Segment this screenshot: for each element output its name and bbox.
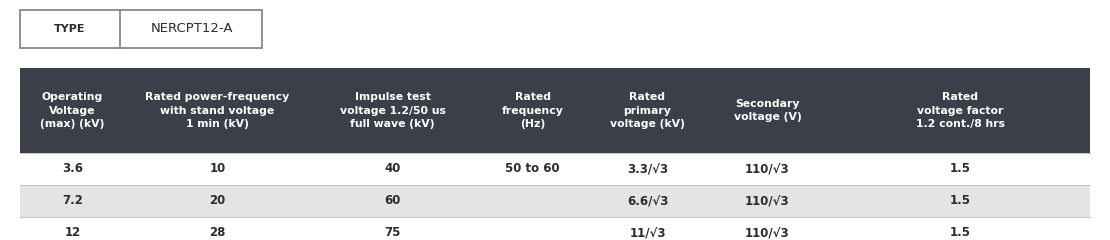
- Text: 11/√3: 11/√3: [629, 227, 666, 240]
- Text: Rated
voltage factor
1.2 cont./8 hrs: Rated voltage factor 1.2 cont./8 hrs: [916, 92, 1005, 129]
- Text: Rated power-frequency
with stand voltage
1 min (kV): Rated power-frequency with stand voltage…: [145, 92, 290, 129]
- Text: Secondary
voltage (V): Secondary voltage (V): [734, 99, 801, 122]
- Text: 1.5: 1.5: [949, 227, 970, 240]
- Text: 3.6: 3.6: [62, 162, 83, 175]
- Text: 3.3/√3: 3.3/√3: [627, 162, 668, 175]
- Text: 75: 75: [384, 227, 401, 240]
- Text: 110/√3: 110/√3: [745, 227, 790, 240]
- Text: 1.5: 1.5: [949, 194, 970, 208]
- Bar: [20, 68, 1090, 153]
- Text: 10: 10: [210, 162, 225, 175]
- Text: 60: 60: [384, 194, 401, 208]
- Text: 1.5: 1.5: [949, 162, 970, 175]
- Text: 6.6/√3: 6.6/√3: [627, 194, 668, 208]
- Text: 110/√3: 110/√3: [745, 162, 790, 175]
- Text: TYPE: TYPE: [54, 24, 85, 34]
- Text: 40: 40: [384, 162, 401, 175]
- Bar: [20, 153, 1090, 185]
- Bar: [20, 10, 262, 48]
- Text: 110/√3: 110/√3: [745, 194, 790, 208]
- Text: 20: 20: [210, 194, 225, 208]
- Text: Rated
frequency
(Hz): Rated frequency (Hz): [502, 92, 564, 129]
- Text: Impulse test
voltage 1.2/50 us
full wave (kV): Impulse test voltage 1.2/50 us full wave…: [340, 92, 445, 129]
- Text: 7.2: 7.2: [62, 194, 83, 208]
- Text: Rated
primary
voltage (kV): Rated primary voltage (kV): [610, 92, 685, 129]
- Text: Operating
Voltage
(max) (kV): Operating Voltage (max) (kV): [40, 92, 104, 129]
- Text: 12: 12: [64, 227, 81, 240]
- Text: NERCPT12-A: NERCPT12-A: [151, 23, 233, 36]
- Text: 50 to 60: 50 to 60: [505, 162, 559, 175]
- Text: 28: 28: [210, 227, 225, 240]
- Bar: [20, 217, 1090, 240]
- Bar: [20, 185, 1090, 217]
